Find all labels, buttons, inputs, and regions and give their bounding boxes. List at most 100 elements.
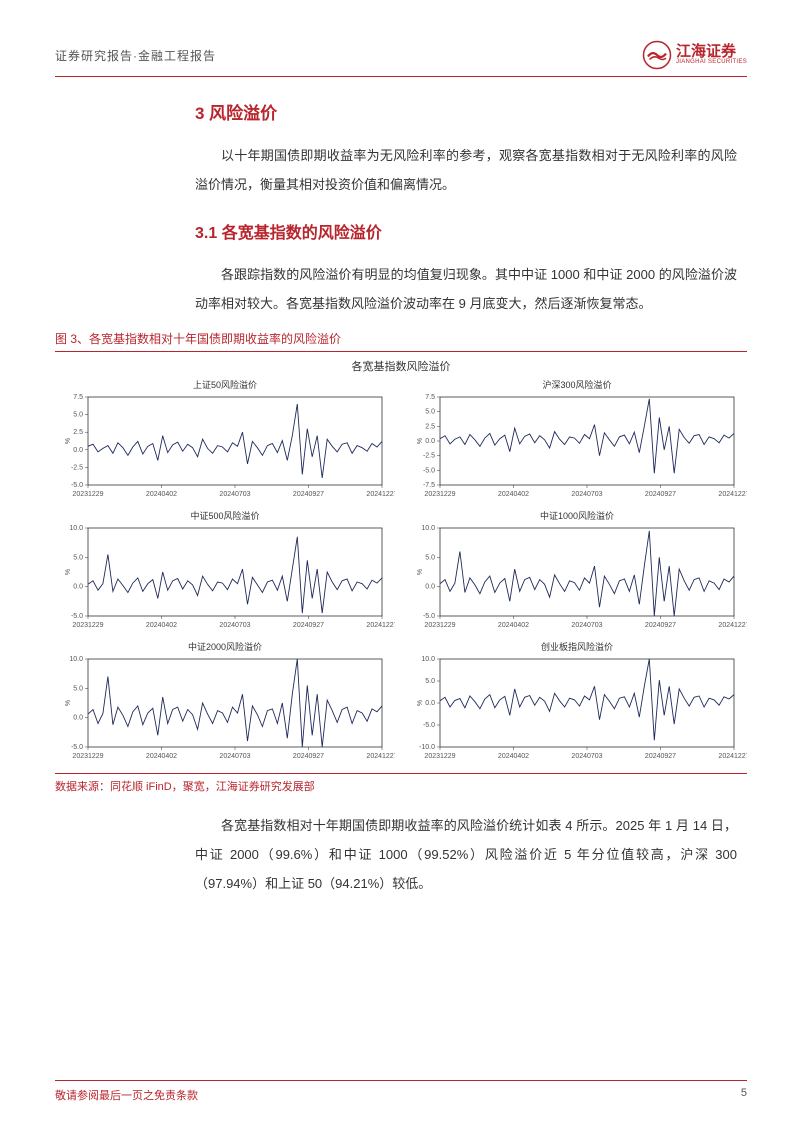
svg-text:10.0: 10.0: [69, 656, 83, 663]
svg-text:10.0: 10.0: [69, 525, 83, 532]
svg-text:20240703: 20240703: [219, 491, 250, 498]
svg-text:20240927: 20240927: [293, 622, 324, 629]
svg-text:%: %: [65, 438, 72, 444]
chart-svg: -5.0 0.0 5.0 10.0 20231229 20240402 20240703 20…: [55, 524, 395, 634]
svg-text:20240927: 20240927: [293, 753, 324, 760]
svg-text:20240703: 20240703: [571, 753, 602, 760]
chart-svg: -7.5 -5.0 -2.5 0.0 2.5 5.0 7.5 20231229 20240402…: [407, 393, 747, 503]
svg-text:-7.5: -7.5: [423, 482, 435, 489]
header-category: 证券研究报告·金融工程报告: [55, 47, 216, 64]
svg-text:%: %: [65, 700, 72, 706]
chart-svg: -5.0 -2.5 0.0 2.5 5.0 7.5 20231229 20240402 2024…: [55, 393, 395, 503]
svg-text:-5.0: -5.0: [71, 482, 83, 489]
svg-text:20240402: 20240402: [146, 622, 177, 629]
svg-text:20231229: 20231229: [424, 622, 455, 629]
svg-text:20241227: 20241227: [718, 491, 747, 498]
closing-content: 各宽基指数相对十年期国债即期收益率的风险溢价统计如表 4 所示。2025 年 1…: [55, 812, 747, 898]
svg-text:%: %: [65, 569, 72, 575]
svg-text:-5.0: -5.0: [71, 744, 83, 751]
chart-title: 中证2000风险溢价: [55, 640, 395, 653]
heading-section-3: 3 风险溢价: [195, 99, 737, 124]
svg-text:20231229: 20231229: [72, 753, 103, 760]
svg-text:0.0: 0.0: [425, 438, 435, 445]
svg-text:10.0: 10.0: [421, 525, 435, 532]
svg-text:-5.0: -5.0: [423, 468, 435, 475]
svg-text:5.0: 5.0: [425, 409, 435, 416]
chart-title: 上证50风险溢价: [55, 378, 395, 391]
svg-text:20240703: 20240703: [571, 491, 602, 498]
brand-logo: 江海证券 JIANGHAI SECURITIES: [642, 40, 747, 70]
svg-text:-5.0: -5.0: [423, 613, 435, 620]
chart-title: 创业板指风险溢价: [407, 640, 747, 653]
chart-title: 沪深300风险溢价: [407, 378, 747, 391]
svg-text:20241227: 20241227: [366, 753, 395, 760]
paragraph-section-3-1: 各跟踪指数的风险溢价有明显的均值复归现象。其中中证 1000 和中证 2000 …: [195, 261, 737, 318]
svg-text:5.0: 5.0: [73, 555, 83, 562]
svg-text:5.0: 5.0: [425, 678, 435, 685]
chart-panel-1: 沪深300风险溢价 -7.5 -5.0 -2.5 0.0 2.5 5.0 7.5 2023122…: [407, 378, 747, 503]
svg-text:20231229: 20231229: [72, 491, 103, 498]
chart-panel-0: 上证50风险溢价 -5.0 -2.5 0.0 2.5 5.0 7.5 20231229 2024…: [55, 378, 395, 503]
figure-3-source: 数据来源：同花顺 iFinD，聚宽，江海证券研究发展部: [55, 773, 747, 794]
chart-svg: -10.0 -5.0 0.0 5.0 10.0 20231229 20240402 20240…: [407, 655, 747, 765]
logo-icon: [642, 40, 672, 70]
chart-panel-3: 中证1000风险溢价 -5.0 0.0 5.0 10.0 20231229 20240402…: [407, 509, 747, 634]
figure-3-chart-grid: 上证50风险溢价 -5.0 -2.5 0.0 2.5 5.0 7.5 20231229 2024…: [55, 378, 747, 765]
svg-text:20240703: 20240703: [219, 753, 250, 760]
svg-text:20240402: 20240402: [498, 491, 529, 498]
heading-section-3-1: 3.1 各宽基指数的风险溢价: [195, 219, 737, 243]
svg-text:-2.5: -2.5: [71, 465, 83, 472]
page-header: 证券研究报告·金融工程报告 江海证券 JIANGHAI SECURITIES: [55, 40, 747, 77]
svg-text:20240703: 20240703: [219, 622, 250, 629]
svg-text:0.0: 0.0: [73, 715, 83, 722]
chart-panel-4: 中证2000风险溢价-5.00.05.010.02023122920240402…: [55, 640, 395, 765]
footer-page-number: 5: [741, 1087, 747, 1103]
svg-text:20240402: 20240402: [498, 622, 529, 629]
svg-text:20240927: 20240927: [645, 622, 676, 629]
paragraph-closing: 各宽基指数相对十年期国债即期收益率的风险溢价统计如表 4 所示。2025 年 1…: [195, 812, 737, 898]
figure-3-caption: 图 3、各宽基指数相对十年国债即期收益率的风险溢价: [55, 330, 747, 352]
footer-disclaimer: 敬请参阅最后一页之免责条款: [55, 1087, 198, 1103]
svg-text:20241227: 20241227: [366, 491, 395, 498]
svg-text:20240402: 20240402: [146, 753, 177, 760]
svg-text:20240402: 20240402: [498, 753, 529, 760]
svg-text:-2.5: -2.5: [423, 453, 435, 460]
svg-text:20240927: 20240927: [645, 753, 676, 760]
logo-text-en: JIANGHAI SECURITIES: [676, 59, 747, 66]
svg-text:2.5: 2.5: [73, 430, 83, 437]
svg-text:%: %: [417, 569, 424, 575]
paragraph-section-3-intro: 以十年期国债即期收益率为无风险利率的参考，观察各宽基指数相对于无风险利率的风险溢…: [195, 142, 737, 199]
svg-text:5.0: 5.0: [73, 412, 83, 419]
svg-text:20241227: 20241227: [366, 622, 395, 629]
svg-text:2.5: 2.5: [425, 424, 435, 431]
svg-text:20240927: 20240927: [293, 491, 324, 498]
svg-text:-5.0: -5.0: [71, 613, 83, 620]
chart-svg: -5.0 0.0 5.0 10.0 20231229 20240402 20240703 20…: [407, 524, 747, 634]
chart-title: 中证500风险溢价: [55, 509, 395, 522]
page-footer: 敬请参阅最后一页之免责条款 5: [55, 1080, 747, 1103]
svg-text:20241227: 20241227: [718, 622, 747, 629]
chart-title: 中证1000风险溢价: [407, 509, 747, 522]
figure-3-super-title: 各宽基指数风险溢价: [55, 358, 747, 374]
svg-text:10.0: 10.0: [421, 656, 435, 663]
svg-text:%: %: [417, 700, 424, 706]
svg-text:20241227: 20241227: [718, 753, 747, 760]
svg-text:-5.0: -5.0: [423, 722, 435, 729]
svg-text:20240402: 20240402: [146, 491, 177, 498]
svg-text:20231229: 20231229: [72, 622, 103, 629]
svg-text:%: %: [417, 438, 424, 444]
svg-text:0.0: 0.0: [425, 700, 435, 707]
svg-text:7.5: 7.5: [425, 394, 435, 401]
svg-text:20231229: 20231229: [424, 753, 455, 760]
svg-text:-10.0: -10.0: [419, 744, 435, 751]
svg-text:7.5: 7.5: [73, 394, 83, 401]
svg-text:0.0: 0.0: [73, 584, 83, 591]
svg-text:5.0: 5.0: [425, 555, 435, 562]
svg-text:20240703: 20240703: [571, 622, 602, 629]
chart-panel-2: 中证500风险溢价 -5.0 0.0 5.0 10.0 20231229 20240402 2…: [55, 509, 395, 634]
body-content: 3 风险溢价 以十年期国债即期收益率为无风险利率的参考，观察各宽基指数相对于无风…: [55, 99, 747, 318]
chart-svg: -5.00.05.010.020231229202404022024070320…: [55, 655, 395, 765]
svg-text:20231229: 20231229: [424, 491, 455, 498]
svg-text:0.0: 0.0: [73, 447, 83, 454]
svg-text:0.0: 0.0: [425, 584, 435, 591]
